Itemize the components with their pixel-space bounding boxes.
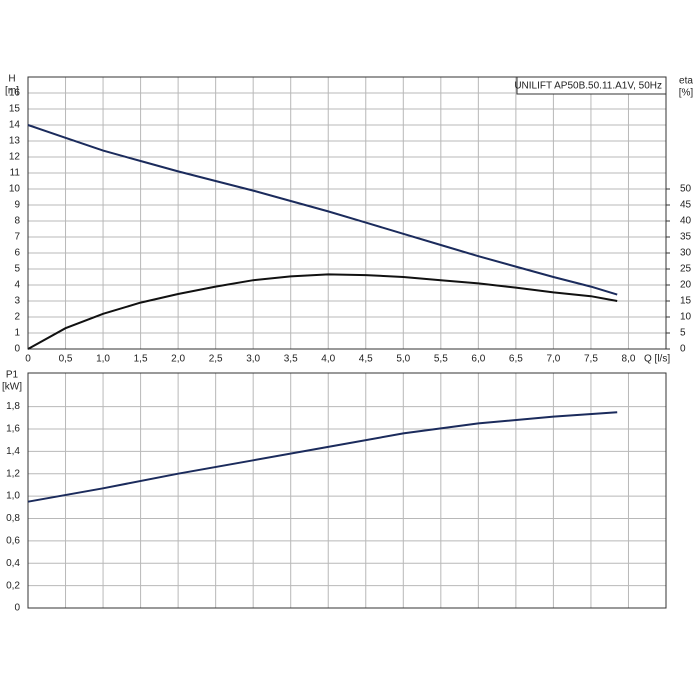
x-tick-label: 2,5 xyxy=(209,354,223,365)
y2-tick-label: 35 xyxy=(680,232,692,243)
y2-tick-label: 30 xyxy=(680,248,692,259)
x-tick-label: 7,0 xyxy=(546,354,560,365)
y-tick-label: 15 xyxy=(9,104,21,115)
x-tick-label: 3,0 xyxy=(246,354,260,365)
y2-tick-label: 20 xyxy=(680,280,692,291)
y-tick-label: 9 xyxy=(14,200,20,211)
curve xyxy=(27,411,618,503)
y-tick-label: 0 xyxy=(14,344,20,355)
title-box xyxy=(516,76,667,95)
y-axis-label: P1 xyxy=(6,370,19,381)
y2-tick-label: 10 xyxy=(680,312,692,323)
y-tick-label: 0,4 xyxy=(6,558,20,569)
y-tick-label: 14 xyxy=(9,120,21,131)
y-tick-label: 7 xyxy=(14,232,20,243)
curve xyxy=(27,124,618,296)
y2-axis-label: eta xyxy=(679,76,693,87)
y-tick-label: 6 xyxy=(14,248,20,259)
y-tick-label: 1 xyxy=(14,328,20,339)
plot-frame xyxy=(27,76,667,350)
y-tick-label: 1,6 xyxy=(6,424,20,435)
x-tick-label: 3,5 xyxy=(284,354,298,365)
y-axis-unit: [m] xyxy=(5,86,19,97)
y-tick-label: 4 xyxy=(14,280,20,291)
y2-tick-label: 40 xyxy=(680,216,692,227)
y-tick-label: 8 xyxy=(14,216,20,227)
x-tick-label: 4,0 xyxy=(321,354,335,365)
y-tick-label: 11 xyxy=(10,168,21,179)
y-tick-label: 12 xyxy=(9,152,21,163)
y-tick-label: 0 xyxy=(14,603,20,614)
y-tick-label: 2 xyxy=(14,312,20,323)
y2-tick-label: 45 xyxy=(680,200,692,211)
y-tick-label: 16 xyxy=(9,88,21,99)
y-axis-unit: [kW] xyxy=(2,382,22,393)
x-tick-label: 1,5 xyxy=(134,354,148,365)
chart-title: UNILIFT AP50B.50.11.A1V, 50Hz xyxy=(514,81,662,92)
x-tick-label: 6,5 xyxy=(509,354,523,365)
x-tick-label: 5,0 xyxy=(396,354,410,365)
y-tick-label: 13 xyxy=(9,136,21,147)
y2-tick-label: 50 xyxy=(680,184,692,195)
y2-tick-label: 5 xyxy=(680,328,686,339)
y-axis-label: H xyxy=(8,74,15,85)
y-tick-label: 0,8 xyxy=(6,513,20,524)
y-tick-label: 5 xyxy=(14,264,20,275)
y-tick-label: 10 xyxy=(9,184,21,195)
y2-tick-label: 15 xyxy=(680,296,692,307)
y-tick-label: 3 xyxy=(14,296,20,307)
y-tick-label: 0,2 xyxy=(6,580,20,591)
y2-tick-label: 0 xyxy=(680,344,686,355)
y-tick-label: 1,2 xyxy=(6,468,20,479)
y-tick-label: 1,8 xyxy=(6,401,20,412)
x-tick-label: 8,0 xyxy=(622,354,636,365)
curve xyxy=(27,273,618,350)
plot-frame xyxy=(27,372,667,609)
y-tick-label: 0,6 xyxy=(6,535,20,546)
y-tick-label: 1,0 xyxy=(6,491,20,502)
x-tick-label: 6,0 xyxy=(471,354,485,365)
x-tick-label: 0,5 xyxy=(59,354,73,365)
x-tick-label: 1,0 xyxy=(96,354,110,365)
y2-axis-unit: [%] xyxy=(679,88,694,99)
x-tick-label: 7,5 xyxy=(584,354,598,365)
x-tick-label: 0 xyxy=(25,354,31,365)
x-tick-label: 4,5 xyxy=(359,354,373,365)
x-tick-label: 2,0 xyxy=(171,354,185,365)
y-tick-label: 1,4 xyxy=(6,446,20,457)
x-tick-label: 5,5 xyxy=(434,354,448,365)
x-axis-label: Q [l/s] xyxy=(644,354,670,365)
y2-tick-label: 25 xyxy=(680,264,692,275)
